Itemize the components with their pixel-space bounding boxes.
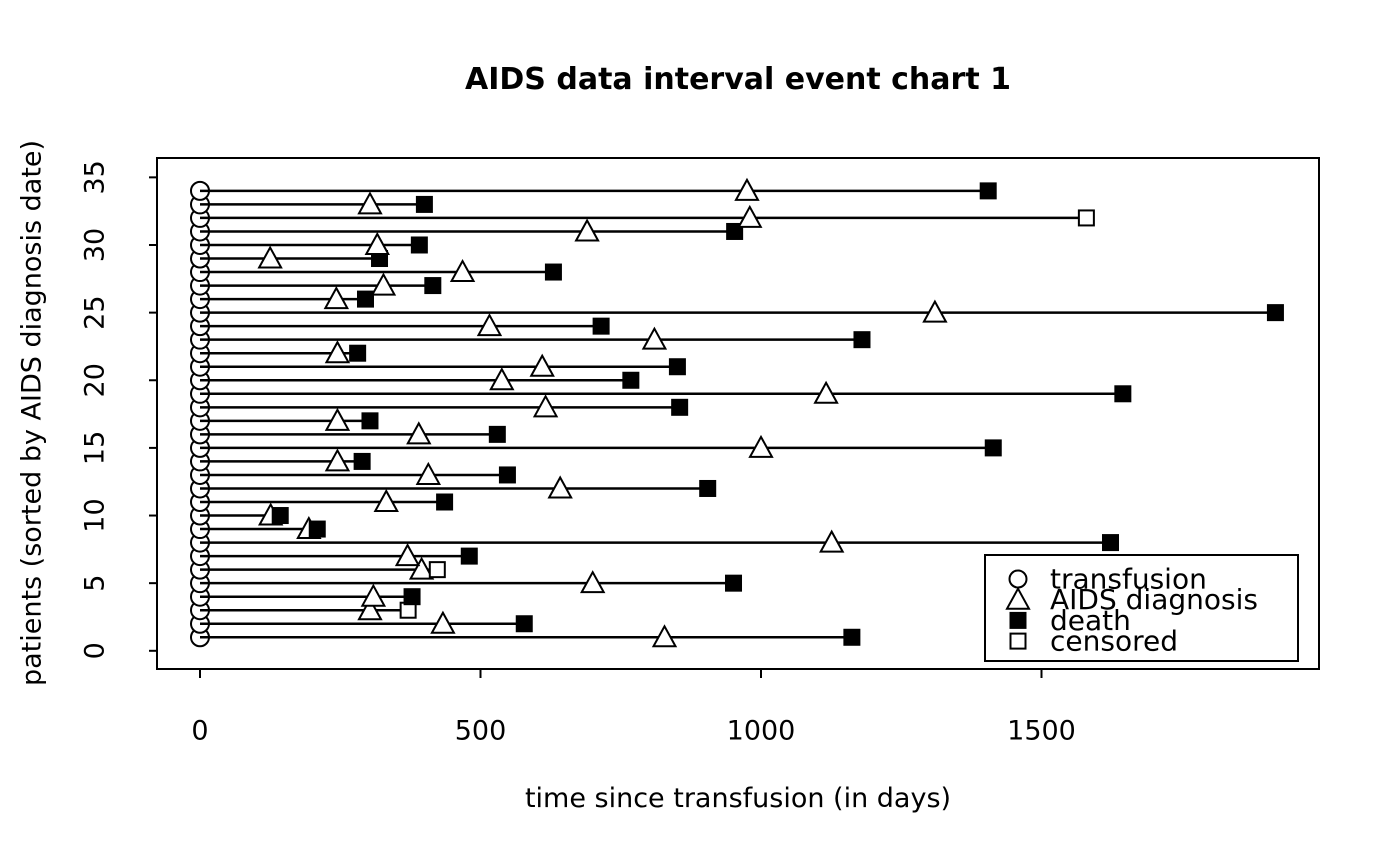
aids-diagnosis-marker <box>406 421 432 445</box>
y-tick-label: 5 <box>80 575 111 592</box>
death-marker <box>361 412 379 430</box>
death-marker <box>725 574 743 592</box>
death-marker <box>853 331 871 349</box>
x-tick-label: 1000 <box>727 716 796 747</box>
death-marker <box>668 358 686 376</box>
y-tick-label: 30 <box>80 228 111 262</box>
y-tick-label: 15 <box>80 431 111 465</box>
death-marker <box>622 371 640 389</box>
death-marker <box>353 452 371 470</box>
aids-diagnosis-marker <box>574 218 600 242</box>
death-marker <box>349 344 367 362</box>
y-tick-label: 10 <box>80 498 111 532</box>
aids-diagnosis-marker <box>257 245 283 269</box>
aids-diagnosis-marker <box>651 624 678 648</box>
aids-diagnosis-marker <box>489 367 515 391</box>
aids-diagnosis-marker <box>324 340 351 364</box>
aids-diagnosis-marker <box>547 475 573 499</box>
plot-border <box>156 157 1320 670</box>
death-marker <box>308 520 326 538</box>
aids-diagnosis-marker <box>370 272 397 296</box>
aids-diagnosis-marker <box>922 299 948 323</box>
aids-diagnosis-marker <box>324 407 351 431</box>
aids-diagnosis-marker <box>737 204 763 228</box>
x-axis-title: time since transfusion (in days) <box>524 783 952 814</box>
aids-diagnosis-marker <box>580 570 606 594</box>
legend-label: death <box>1050 604 1131 637</box>
legend-label: censored <box>1050 625 1178 658</box>
aids-diagnosis-marker <box>813 380 839 404</box>
death-marker <box>460 547 478 565</box>
death-marker <box>415 195 433 213</box>
death-marker <box>671 398 689 416</box>
aids-diagnosis-marker <box>818 529 845 553</box>
x-tick-label: 1500 <box>1007 716 1076 747</box>
death-marker <box>488 425 506 443</box>
death-marker <box>410 236 428 254</box>
death-marker <box>1114 385 1132 403</box>
death-marker <box>699 479 717 497</box>
aids-diagnosis-marker <box>408 556 435 580</box>
legend-label: AIDS diagnosis <box>1050 583 1258 616</box>
y-tick-label: 0 <box>80 642 111 659</box>
aids-diagnosis-marker <box>323 286 350 310</box>
aids-diagnosis-marker <box>357 191 383 215</box>
legend-transfusion-icon <box>1008 569 1028 589</box>
death-marker <box>271 507 289 525</box>
aids-diagnosis-marker <box>357 597 383 621</box>
y-tick-label: 20 <box>80 363 111 397</box>
death-marker <box>424 277 442 295</box>
death-marker <box>1102 534 1120 552</box>
death-marker <box>436 493 454 511</box>
aids-diagnosis-marker <box>394 543 421 567</box>
x-tick-label: 500 <box>455 716 507 747</box>
death-marker <box>403 588 421 606</box>
death-marker <box>356 290 374 308</box>
aids-diagnosis-marker <box>373 488 399 513</box>
aids-diagnosis-marker <box>748 434 774 458</box>
aids-diagnosis-marker <box>430 610 456 634</box>
death-marker <box>515 615 533 633</box>
aids-diagnosis-marker <box>360 583 387 607</box>
death-marker <box>984 439 1002 457</box>
aids-diagnosis-marker <box>476 313 503 337</box>
aids-diagnosis-marker <box>324 448 351 472</box>
aids-diagnosis-marker <box>641 326 668 350</box>
death-marker <box>544 263 562 281</box>
legend-death-icon <box>1009 611 1027 629</box>
chart-title: AIDS data interval event chart 1 <box>465 62 1011 97</box>
aids-diagnosis-marker <box>364 231 390 255</box>
death-marker <box>498 466 516 484</box>
aids-diagnosis-marker <box>734 177 760 201</box>
aids-diagnosis-marker <box>449 258 476 283</box>
y-tick-label: 25 <box>80 295 111 329</box>
y-tick-label: 35 <box>80 160 111 194</box>
aids-diagnosis-marker <box>532 394 559 418</box>
legend-censored-icon <box>1009 632 1027 650</box>
death-marker <box>592 317 610 335</box>
censored-marker <box>428 561 446 579</box>
legend-aids-diagnosis-icon <box>1005 586 1031 610</box>
legend-box <box>984 554 1299 662</box>
death-marker <box>843 628 861 646</box>
aids-diagnosis-marker <box>529 353 555 377</box>
aids-diagnosis-marker <box>415 461 442 485</box>
censored-marker <box>1077 209 1095 227</box>
death-marker <box>1266 304 1284 322</box>
death-marker <box>979 182 997 200</box>
legend-label: transfusion <box>1050 563 1207 596</box>
x-tick-label: 0 <box>191 716 208 747</box>
